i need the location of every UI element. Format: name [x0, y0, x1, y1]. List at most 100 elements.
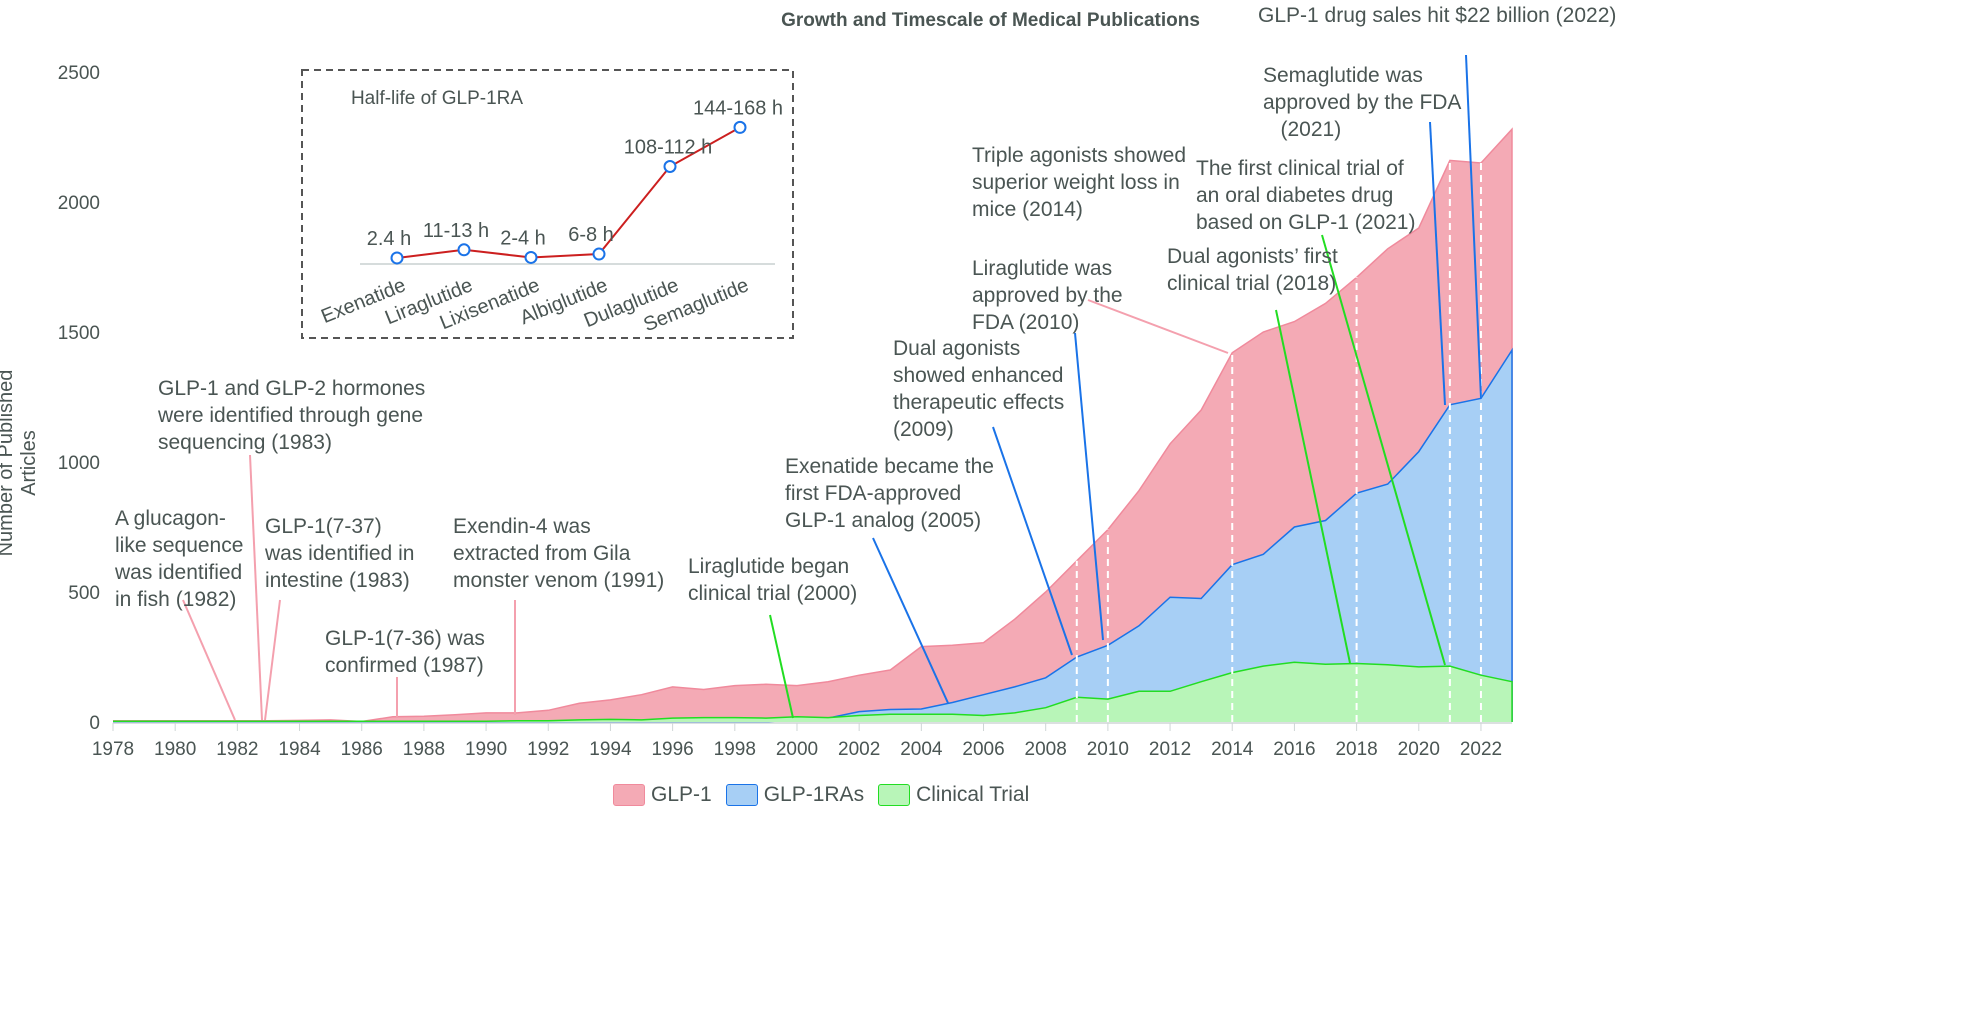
y-tick-label: 2500: [58, 63, 100, 84]
x-tick-label: 1998: [714, 739, 756, 760]
inset-point: [592, 247, 606, 261]
y-tick-label: 2000: [58, 193, 100, 214]
annotation: GLP-1(7-37) was identified in intestine (1…: [265, 513, 414, 594]
x-tick-label: 2012: [1149, 739, 1191, 760]
annotation-line: like sequence: [115, 534, 244, 557]
annotation-leader-line: [1321, 234, 1446, 666]
annotation-line: based on GLP-1 (2021): [1196, 211, 1416, 234]
x-tick-label: 1982: [216, 739, 258, 760]
annotation-leader-line: [1275, 309, 1351, 664]
legend-item-clinical-trial[interactable]: Clinical Trial: [878, 783, 1029, 807]
annotation-line: Dual agonists’ first: [1167, 245, 1338, 268]
annotation-leader-line: [1087, 299, 1229, 354]
inset-value-label: 6-8 h: [568, 224, 614, 246]
annotation: A glucagon-like sequence was identified in…: [115, 505, 243, 613]
inset-point: [524, 250, 538, 264]
y-tick-label: 1000: [58, 453, 100, 474]
legend-swatch-clinical-trial: [878, 784, 911, 806]
annotation: The first clinical trial of an oral diabe…: [1196, 155, 1415, 236]
legend-label: GLP-1RAs: [763, 783, 865, 806]
inset-border: [301, 69, 794, 339]
annotation-line: The first clinical trial of: [1196, 157, 1404, 180]
annotation: Triple agonists showed superior weight lo…: [972, 142, 1186, 223]
annotation: Exenatide became the first FDA-approved GL…: [785, 453, 994, 534]
x-tick-label: 2008: [1025, 739, 1067, 760]
x-tick-label: 1988: [403, 739, 445, 760]
annotation-line: showed enhanced: [893, 364, 1064, 387]
series-line: [113, 661, 1513, 723]
x-tick-label: 1994: [589, 739, 632, 760]
annotation-line: intestine (1983): [265, 569, 410, 592]
annotation-line: Triple agonists showed: [972, 144, 1186, 167]
legend-swatch-glp1ras: [725, 784, 758, 806]
annotation-line: in fish (1982): [115, 588, 237, 611]
annotation-line: confirmed (1987): [325, 654, 484, 677]
annotation-line: Liraglutide was: [972, 257, 1113, 280]
x-tick-label: 1980: [154, 739, 196, 760]
x-tick-label: 1990: [465, 739, 507, 760]
annotation-line: (2021): [1263, 118, 1342, 141]
annotation-line: extracted from Gila: [453, 542, 631, 565]
annotation-line: GLP-1 and GLP-2 hormones: [158, 377, 426, 400]
inset-point: [390, 251, 404, 265]
annotation-line: Liraglutide began: [688, 555, 850, 578]
annotation-line: GLP-1 drug sales hit $22 billion (2022): [1258, 4, 1617, 27]
annotation-line: FDA (2010): [972, 311, 1080, 334]
annotation-leader-line: [182, 599, 236, 721]
annotation-line: mice (2014): [972, 198, 1083, 221]
annotation: Dual agonists’ first clinical trial (2018…: [1167, 243, 1338, 297]
annotation-line: was identified in: [265, 542, 415, 565]
x-tick-label: 2010: [1087, 739, 1129, 760]
annotation-line: approved by the FDA: [1263, 91, 1462, 114]
inset-value-label: 2-4 h: [500, 227, 546, 249]
area-clinical-trial: [113, 662, 1513, 722]
inset-point: [663, 160, 677, 173]
annotation-line: Exenatide became the: [785, 455, 994, 478]
annotation-leader-line: [264, 599, 281, 721]
y-tick-label: 0: [89, 713, 100, 734]
x-tick-label: 2020: [1398, 739, 1440, 760]
x-tick-label: 2004: [900, 739, 943, 760]
x-tick-label: 2022: [1460, 739, 1502, 760]
x-tick-label: 1996: [651, 739, 693, 760]
x-tick-label: 2000: [776, 739, 818, 760]
annotation-line: (2009): [893, 418, 954, 441]
y-tick-label: 500: [68, 583, 100, 604]
x-tick-label: 2014: [1211, 739, 1254, 760]
annotation-line: first FDA-approved: [785, 482, 962, 505]
x-tick-label: 2018: [1335, 739, 1377, 760]
y-tick-label: 1500: [58, 323, 100, 344]
annotation-leader-line: [872, 537, 949, 704]
annotation-leader-line: [769, 614, 794, 719]
annotation-leader-line: [1074, 332, 1104, 641]
legend-swatch-glp1: [613, 784, 645, 806]
x-tick-label: 1978: [92, 739, 134, 760]
annotation: GLP-1 drug sales hit $22 billion (2022): [1258, 2, 1616, 29]
legend-label: Clinical Trial: [916, 783, 1030, 806]
annotation-line: were identified through gene: [158, 404, 424, 427]
legend-item-glp1ras[interactable]: GLP-1RAs: [725, 783, 865, 807]
annotation-line: sequencing (1983): [158, 431, 332, 454]
area-glp-1ras: [113, 350, 1513, 722]
annotation: Semaglutide was approved by the FDA (2021…: [1263, 62, 1461, 143]
inset-value-label: 2.4 h: [367, 228, 411, 250]
annotation-leader-line: [992, 426, 1073, 656]
x-tick-label: 1984: [278, 739, 321, 760]
annotation-line: clinical trial (2000): [688, 582, 858, 605]
x-tick-label: 1986: [341, 739, 383, 760]
annotation: Liraglutide began clinical trial (2000): [688, 553, 857, 607]
annotation-leader-line: [1429, 121, 1446, 406]
annotation-line: Exendin-4 was: [453, 515, 591, 538]
inset-value-label: 144-168 h: [693, 97, 783, 119]
legend: GLP-1 GLP-1RAs Clinical Trial: [613, 783, 1029, 807]
y-axis-label: Number of Published Articles: [0, 369, 40, 557]
annotation-line: Semaglutide was: [1263, 64, 1423, 87]
annotation-line: GLP-1(7-36) was: [325, 627, 485, 650]
legend-item-glp1[interactable]: GLP-1: [613, 783, 712, 807]
annotation: Dual agonists showed enhanced therapeutic …: [893, 335, 1064, 443]
annotation-line: an oral diabetes drug: [1196, 184, 1394, 207]
annotation-line: Dual agonists: [893, 337, 1021, 360]
annotation-line: therapeutic effects: [893, 391, 1065, 414]
x-tick-label: 2006: [962, 739, 1004, 760]
